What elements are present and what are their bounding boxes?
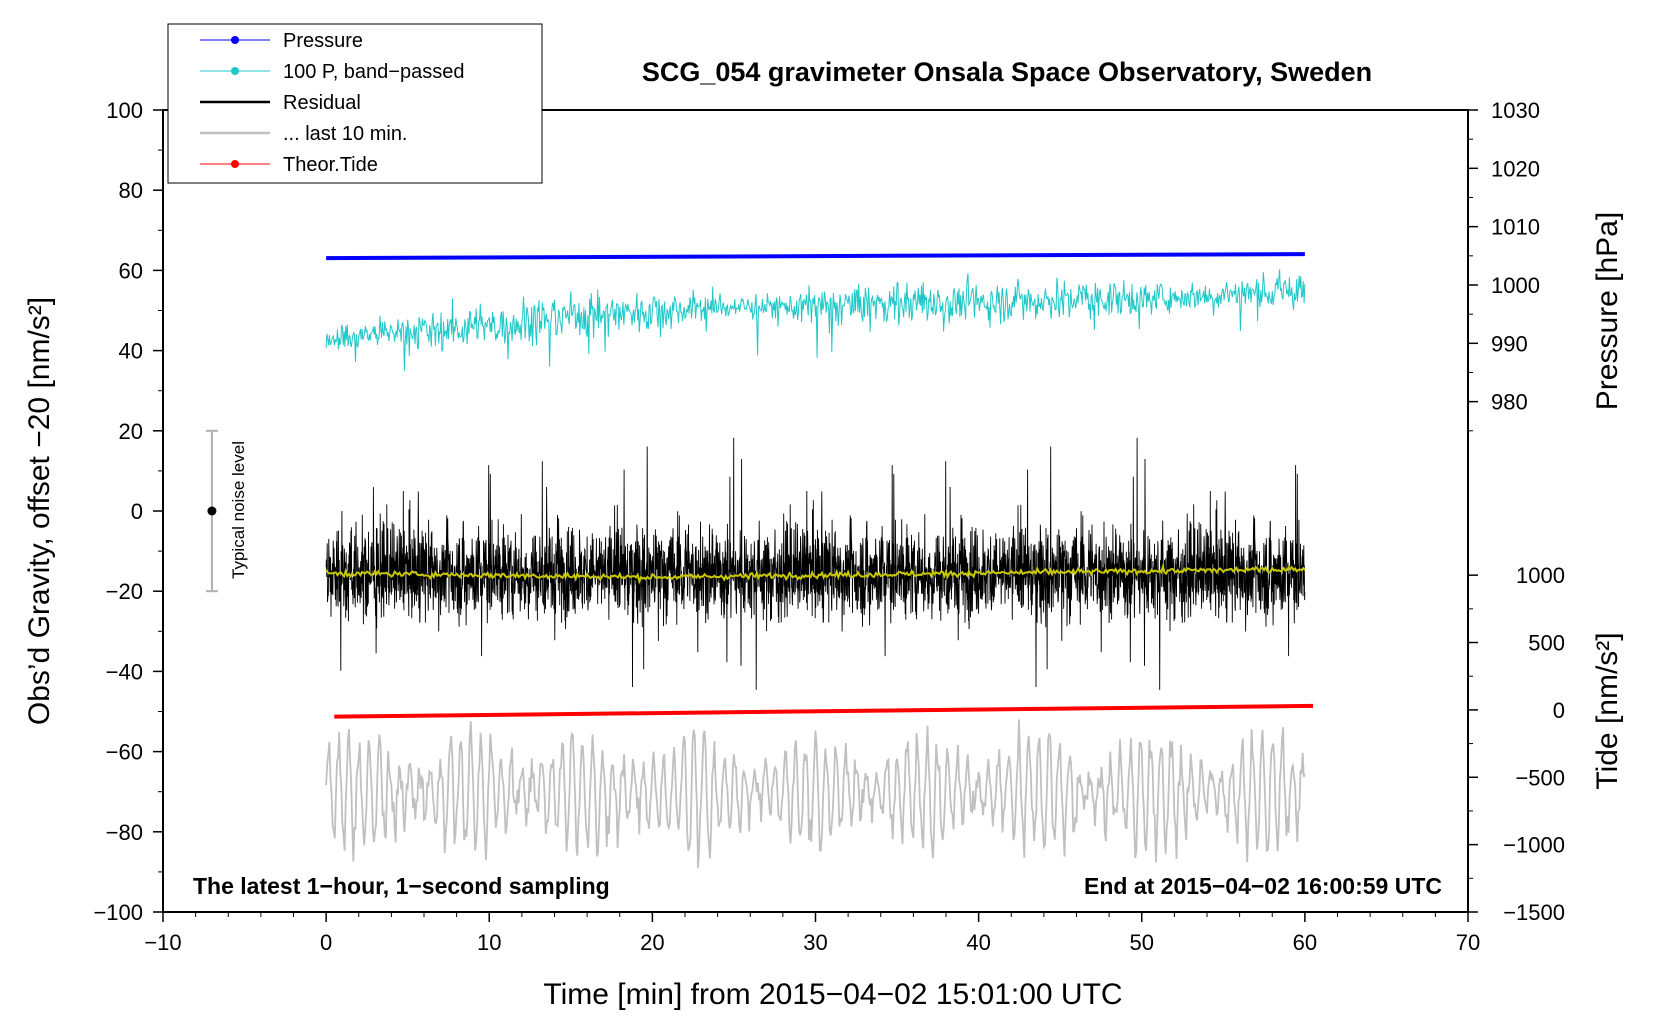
y-tick-label-left: −80 bbox=[106, 820, 143, 845]
y-tick-label-left: 80 bbox=[119, 178, 143, 203]
legend-box bbox=[167, 23, 543, 184]
pressure-tick-label: 1000 bbox=[1491, 273, 1540, 298]
annotation-end-time: End at 2015−04−02 16:00:59 UTC bbox=[1084, 873, 1442, 899]
y-tick-label-left: 60 bbox=[119, 258, 143, 283]
legend-marker-0 bbox=[231, 36, 239, 44]
series-residual-line bbox=[325, 437, 1306, 690]
series-last-10-min-line bbox=[325, 719, 1306, 868]
tide-tick-label: 0 bbox=[1553, 698, 1565, 723]
x-tick-label: 50 bbox=[1130, 930, 1154, 955]
x-axis-title: Time [min] from 2015−04−02 15:01:00 UTC bbox=[543, 978, 1122, 1011]
y-tick-label-left: −20 bbox=[106, 579, 143, 604]
pressure-tick-label: 980 bbox=[1491, 390, 1528, 415]
legend-label-1: 100 P, band−passed bbox=[283, 61, 464, 83]
y-tick-label-left: 40 bbox=[119, 339, 143, 364]
y-tick-label-left: 0 bbox=[131, 499, 143, 524]
noise-label: Typical noise level bbox=[229, 441, 248, 579]
legend-label-2: Residual bbox=[283, 92, 361, 114]
y-tick-label-left: −60 bbox=[106, 740, 143, 765]
y-tick-label-left: 20 bbox=[119, 419, 143, 444]
y-tick-label-left: −100 bbox=[93, 900, 143, 925]
series-layer bbox=[325, 252, 1314, 868]
plot-area bbox=[325, 252, 1314, 868]
x-tick-label: 20 bbox=[640, 930, 664, 955]
pressure-tick-label: 990 bbox=[1491, 331, 1528, 356]
pressure-tick-label: 1010 bbox=[1491, 215, 1540, 240]
tide-tick-label: 500 bbox=[1528, 631, 1565, 656]
pressure-tick-label: 1030 bbox=[1491, 98, 1540, 123]
tide-tick-label: −1000 bbox=[1503, 833, 1565, 858]
y-axis-title-tide: Tide [nm/s²] bbox=[1591, 632, 1624, 789]
tide-tick-label: 1000 bbox=[1516, 563, 1565, 588]
x-tick-label: −10 bbox=[144, 930, 181, 955]
series-residual-smoothed-line bbox=[325, 562, 1306, 585]
pressure-tick-label: 1020 bbox=[1491, 156, 1540, 181]
axes-ticks: −10 0 10 20 30 40 50 60 70100806040200−20−40−60−… bbox=[93, 98, 1565, 955]
legend-label-0: Pressure bbox=[283, 30, 363, 52]
y-tick-label-left: −40 bbox=[106, 659, 143, 684]
legend-label-3: ... last 10 min. bbox=[283, 123, 408, 145]
chart-title: SCG_054 gravimeter Onsala Space Observat… bbox=[642, 57, 1372, 87]
noise-indicator: Typical noise level bbox=[205, 429, 248, 593]
tide-tick-label: −500 bbox=[1515, 765, 1565, 790]
y-axis-title-pressure: Pressure [hPa] bbox=[1591, 212, 1624, 410]
x-tick-label: 30 bbox=[803, 930, 827, 955]
y-tick-label-left: 100 bbox=[106, 98, 143, 123]
legend-label-4: Theor.Tide bbox=[283, 154, 378, 176]
legend-marker-1 bbox=[231, 67, 239, 75]
series-theor-tide-line bbox=[334, 703, 1314, 719]
noise-center-dot bbox=[207, 506, 217, 516]
legend: Pressure 100 P, band−passed Residual ... la… bbox=[167, 23, 543, 184]
x-tick-label: 70 bbox=[1456, 930, 1480, 955]
series-band-passed-line bbox=[325, 269, 1306, 371]
legend-marker-4 bbox=[231, 160, 239, 168]
y-axis-title-left: Obs’d Gravity, offset −20 [nm/s²] bbox=[23, 297, 56, 725]
x-tick-label: 60 bbox=[1293, 930, 1317, 955]
x-tick-label: 0 bbox=[320, 930, 332, 955]
tide-tick-label: −1500 bbox=[1503, 900, 1565, 925]
x-tick-label: 10 bbox=[477, 930, 501, 955]
annotation-sampling: The latest 1−hour, 1−second sampling bbox=[193, 873, 610, 899]
x-tick-label: 40 bbox=[966, 930, 990, 955]
series-pressure-line bbox=[326, 252, 1305, 261]
